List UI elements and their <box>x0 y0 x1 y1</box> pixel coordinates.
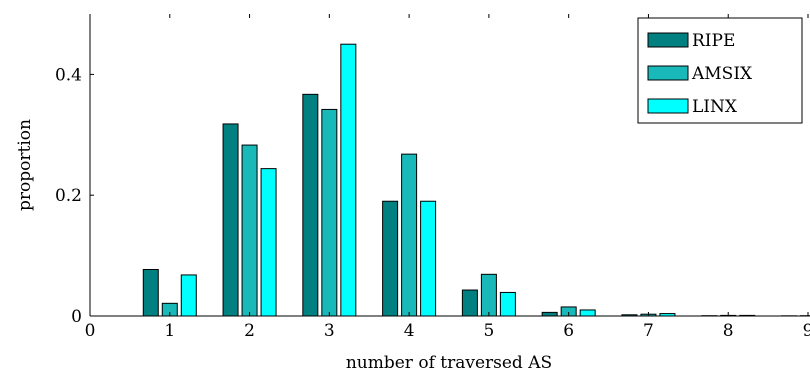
legend-label-ripe: RIPE <box>692 31 735 51</box>
bar-linx-4 <box>420 200 437 317</box>
legend-items: RIPE AMSIX LINX <box>647 31 753 117</box>
x-tick-label: 3 <box>324 321 335 341</box>
y-tick-label: 0 <box>71 307 82 327</box>
legend-swatch-amsix <box>647 65 689 81</box>
bar-ripe-4 <box>382 200 399 317</box>
legend-swatch-linx <box>647 98 689 114</box>
bar-linx-1 <box>180 274 197 317</box>
x-tick-label: 8 <box>723 321 734 341</box>
x-tick-label: 1 <box>164 321 175 341</box>
bar-amsix-5 <box>480 273 497 317</box>
bar-linx-6 <box>579 309 596 317</box>
bar-ripe-1 <box>142 268 159 317</box>
x-tick-label: 6 <box>563 321 574 341</box>
legend-label-amsix: AMSIX <box>691 64 753 84</box>
x-tick-label: 4 <box>404 321 415 341</box>
ticks-layer: 0 1 2 3 4 5 6 7 8 9 0 0.2 0.4 <box>55 14 810 341</box>
y-axis-label: proportion <box>15 119 35 211</box>
x-tick-label: 9 <box>803 321 810 341</box>
bar-ripe-6 <box>541 311 558 317</box>
bar-linx-5 <box>499 291 516 317</box>
x-axis-label: number of traversed AS <box>346 353 552 373</box>
axes-layer <box>89 14 808 317</box>
bar-linx-2 <box>260 168 277 317</box>
bar-ripe-5 <box>461 289 478 317</box>
bar-amsix-3 <box>321 108 338 317</box>
legend-swatch-ripe <box>647 32 689 48</box>
x-tick-label: 5 <box>483 321 494 341</box>
legend: RIPE AMSIX LINX <box>637 17 803 124</box>
x-tick-label: 0 <box>85 321 96 341</box>
bars-layer <box>142 43 810 317</box>
bar-ripe-2 <box>222 123 239 317</box>
x-tick-label: 7 <box>643 321 654 341</box>
bar-amsix-2 <box>241 144 258 317</box>
y-tick-label: 0.4 <box>55 65 82 85</box>
bar-amsix-4 <box>401 153 418 317</box>
y-tick-label: 0.2 <box>55 186 82 206</box>
bar-linx-3 <box>340 43 357 317</box>
x-tick-label: 2 <box>244 321 255 341</box>
bar-ripe-3 <box>302 93 319 317</box>
legend-label-linx: LINX <box>692 97 738 117</box>
